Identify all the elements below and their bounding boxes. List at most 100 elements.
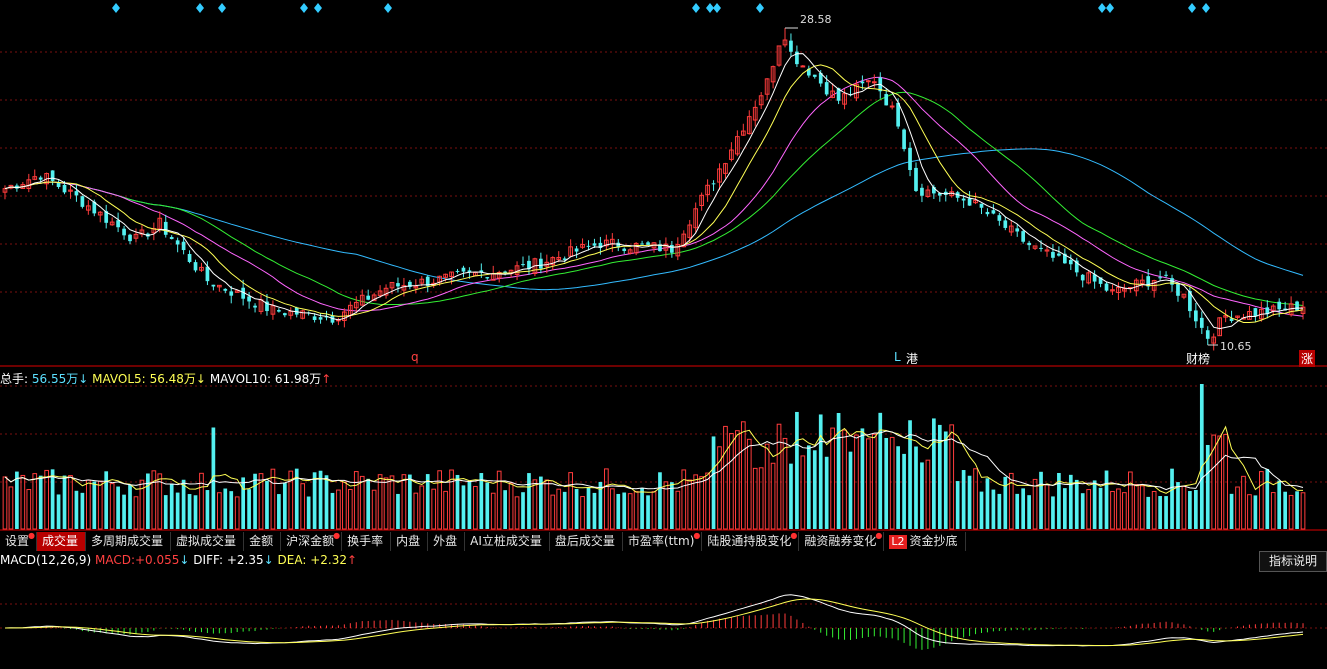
volume-bar [658,472,662,529]
candle-body [205,266,210,282]
volume-bar [1104,470,1109,529]
volume-bar [1098,487,1103,529]
candle-body [408,281,412,287]
tab-label: 外盘 [433,534,458,548]
candle-body [746,116,752,135]
candle-body [503,271,507,274]
event-marker-zhang[interactable]: 涨 [1299,350,1316,367]
volume-bar [681,469,687,530]
volume-bar [85,479,91,530]
tab-5[interactable]: 沪深金额 ● [281,532,343,551]
candle-body [32,176,38,180]
tab-2[interactable]: 多周期成交量 [86,532,172,551]
tab-label: 成交量 [42,534,79,548]
volume-bar [544,479,550,530]
volume-bars [2,384,1306,530]
volume-bar [836,413,841,529]
volume-bar [44,469,50,530]
volume-bar [556,488,562,530]
candle-body [580,243,585,248]
volume-bar [116,486,120,529]
volume-bar [884,437,889,529]
volume-bar [74,490,79,529]
candle-body [443,273,448,278]
diff-path [4,594,1304,647]
candle-body [1265,307,1270,315]
candle-body [937,193,942,196]
volume-bar [371,489,377,530]
candle-body [1039,247,1043,249]
volume-bar [740,421,746,530]
event-diamond-icon [713,3,721,13]
volume-bar [711,436,716,529]
volume-bar [651,491,657,530]
event-diamond-icon [314,3,322,13]
volume-bar [265,480,269,529]
event-marker-hk[interactable]: 港 [906,352,919,366]
candle-body [920,187,924,196]
tab-0[interactable]: 设置 ● [0,532,38,551]
event-diamond-icon [300,3,308,13]
tab-6[interactable]: 换手率 [342,532,392,551]
candle-body [1164,274,1168,276]
volume-bar [503,490,507,529]
volume-bar [812,450,817,529]
event-marker-l[interactable]: L [894,350,901,364]
volume-bar [1008,472,1014,530]
indicator-help-button[interactable]: 指标说明 [1259,551,1327,572]
volume-bar [62,475,67,529]
tab-13[interactable]: 融资融券变化 ● [799,532,885,551]
candle-body [592,243,597,246]
tab-7[interactable]: 内盘 [391,532,429,551]
tab-9[interactable]: AI立桩成交量 [465,532,550,551]
candle-body [294,307,299,315]
candle-body [1032,245,1038,249]
ma20-path [4,76,1304,317]
candle-body [1044,249,1050,252]
candle-body [1063,253,1067,264]
volume-bar [1211,434,1217,530]
volume-bar [1158,496,1162,529]
candle-body [1176,283,1180,296]
tab-12[interactable]: 陆股通持股变化 ● [702,532,800,551]
volume-bar [277,494,281,529]
diff-arrow: ↓ [263,553,274,567]
tab-10[interactable]: 盘后成交量 [549,532,623,551]
volume-bar [705,472,710,530]
candle-body [97,211,103,216]
tab-8[interactable]: 外盘 [428,532,466,551]
candle-body [38,177,43,180]
candle-body [318,317,323,320]
candle-body [485,277,490,279]
candle-body [324,316,329,318]
tab-4[interactable]: 金额 [244,532,282,551]
candle-body [2,188,8,193]
tab-label: 盘后成交量 [554,534,615,548]
candle-body [604,239,609,247]
mavol5-arrow: ↓ [195,372,206,386]
candle-body [758,95,764,106]
volume-bar [109,483,115,530]
candle-body [806,68,811,76]
volume-bar [449,469,454,530]
volume-bar [92,481,97,529]
tab-11[interactable]: 市盈率(ttm) ● [622,532,703,551]
candle-body [330,315,335,323]
candle-body [80,196,85,207]
volume-bar [199,472,204,530]
volume-bar [842,429,847,530]
volume-bar [1068,474,1073,529]
tab-14[interactable]: L2 资金抄底 [884,532,966,551]
event-marker-caibang[interactable]: 财榜 [1186,352,1211,366]
tab-label: 沪深金额 [286,534,335,548]
tab-1[interactable]: 成交量 [37,532,87,551]
volume-bar [26,489,32,530]
volume-bar [97,480,103,530]
candle-body [884,94,889,106]
tab-3[interactable]: 虚拟成交量 [171,532,245,551]
event-marker-q[interactable]: q [411,350,419,364]
candle-body [1253,308,1258,317]
price-diamond-markers [112,3,1210,13]
candle-body [216,284,222,288]
volume-bar [539,476,543,529]
